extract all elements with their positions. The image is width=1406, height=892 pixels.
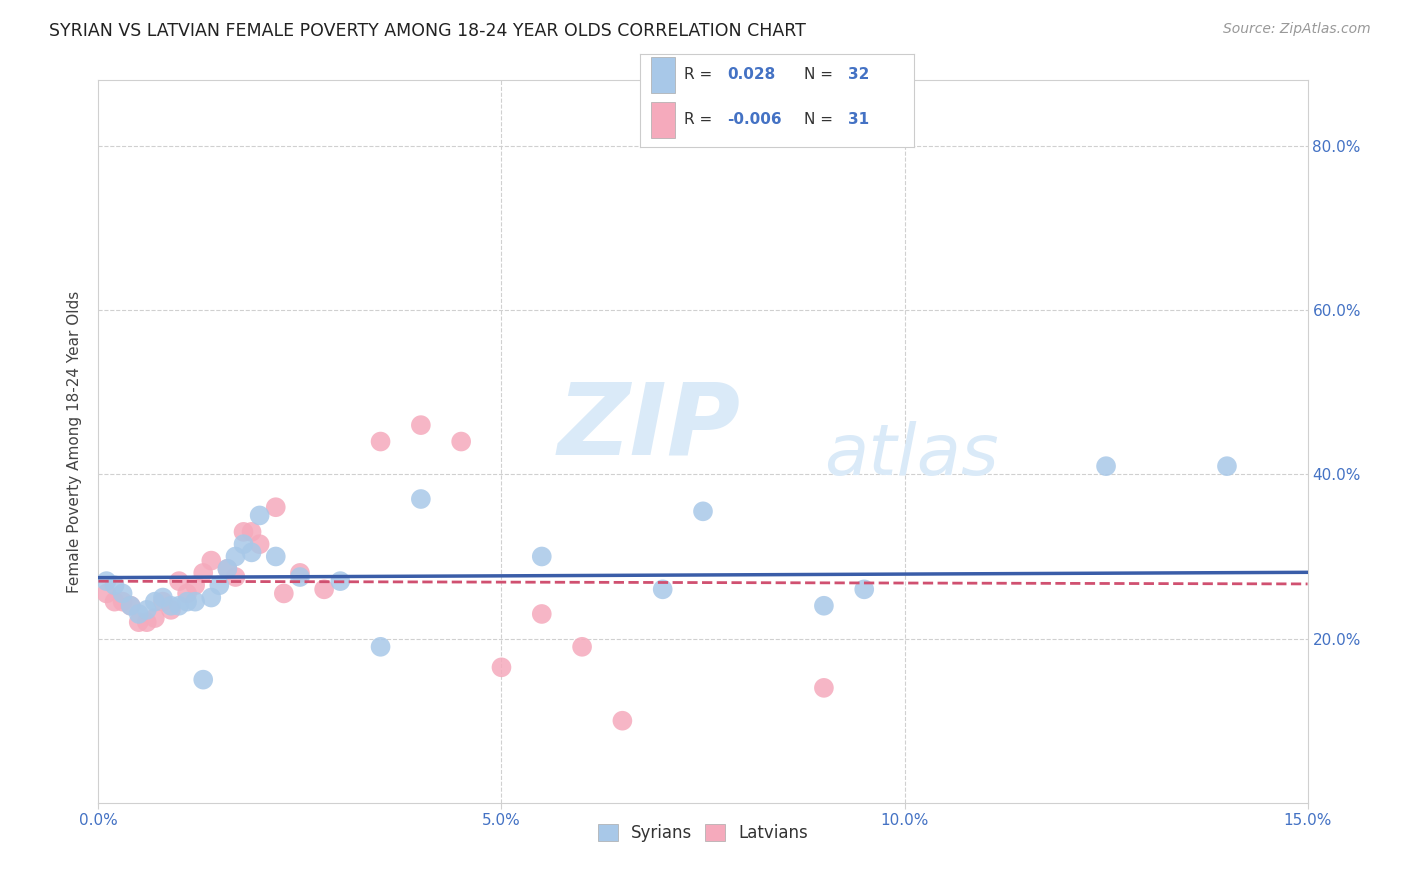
Legend: Syrians, Latvians: Syrians, Latvians bbox=[591, 817, 815, 848]
Point bbox=[152, 591, 174, 605]
Point bbox=[1216, 459, 1239, 474]
Point bbox=[240, 524, 263, 539]
Point bbox=[288, 566, 311, 580]
Point bbox=[103, 594, 125, 608]
Text: SYRIAN VS LATVIAN FEMALE POVERTY AMONG 18-24 YEAR OLDS CORRELATION CHART: SYRIAN VS LATVIAN FEMALE POVERTY AMONG 1… bbox=[49, 22, 806, 40]
Point bbox=[200, 591, 222, 605]
Point bbox=[273, 586, 295, 600]
Y-axis label: Female Poverty Among 18-24 Year Olds: Female Poverty Among 18-24 Year Olds bbox=[67, 291, 83, 592]
Point bbox=[370, 640, 392, 654]
Point bbox=[853, 582, 876, 597]
Bar bbox=[651, 57, 675, 93]
Point bbox=[409, 418, 432, 433]
Point bbox=[314, 582, 336, 597]
Point bbox=[184, 594, 207, 608]
Point bbox=[160, 603, 183, 617]
Point bbox=[651, 582, 673, 597]
Point bbox=[571, 640, 593, 654]
Point bbox=[491, 660, 513, 674]
Point bbox=[370, 434, 392, 449]
Point bbox=[120, 599, 142, 613]
Text: N =: N = bbox=[804, 67, 834, 82]
Point bbox=[450, 434, 472, 449]
Point bbox=[1095, 459, 1118, 474]
Point bbox=[103, 578, 125, 592]
Point bbox=[193, 673, 215, 687]
Point bbox=[193, 566, 215, 580]
Point bbox=[208, 578, 231, 592]
Text: 32: 32 bbox=[848, 67, 869, 82]
Point bbox=[249, 537, 271, 551]
Point bbox=[128, 615, 150, 630]
Text: R =: R = bbox=[683, 112, 711, 127]
Point bbox=[288, 570, 311, 584]
Point bbox=[135, 603, 157, 617]
Point bbox=[813, 599, 835, 613]
Point bbox=[692, 504, 714, 518]
Text: N =: N = bbox=[804, 112, 834, 127]
Point bbox=[152, 594, 174, 608]
Point bbox=[224, 570, 246, 584]
Point bbox=[143, 594, 166, 608]
Point bbox=[240, 545, 263, 559]
Text: R =: R = bbox=[683, 67, 711, 82]
Point bbox=[120, 599, 142, 613]
Point bbox=[111, 586, 134, 600]
Text: ZIP: ZIP bbox=[558, 378, 741, 475]
Point bbox=[217, 562, 239, 576]
Point bbox=[167, 599, 190, 613]
Bar bbox=[651, 103, 675, 138]
Text: 0.028: 0.028 bbox=[727, 67, 776, 82]
Text: 31: 31 bbox=[848, 112, 869, 127]
Point bbox=[232, 524, 254, 539]
Point bbox=[143, 611, 166, 625]
Point bbox=[176, 594, 198, 608]
Point bbox=[530, 549, 553, 564]
Text: Source: ZipAtlas.com: Source: ZipAtlas.com bbox=[1223, 22, 1371, 37]
Point bbox=[224, 549, 246, 564]
Text: atlas: atlas bbox=[824, 422, 998, 491]
Point bbox=[160, 599, 183, 613]
Text: -0.006: -0.006 bbox=[727, 112, 782, 127]
Point bbox=[329, 574, 352, 588]
Point bbox=[128, 607, 150, 621]
Point bbox=[96, 586, 118, 600]
Point bbox=[176, 586, 198, 600]
Point bbox=[135, 615, 157, 630]
Point bbox=[264, 500, 287, 515]
Point bbox=[184, 578, 207, 592]
Point bbox=[813, 681, 835, 695]
Point bbox=[167, 574, 190, 588]
Point bbox=[530, 607, 553, 621]
Point bbox=[264, 549, 287, 564]
Point bbox=[217, 562, 239, 576]
Point bbox=[612, 714, 634, 728]
Point bbox=[409, 491, 432, 506]
Point bbox=[249, 508, 271, 523]
Point bbox=[232, 537, 254, 551]
Point bbox=[96, 574, 118, 588]
Point bbox=[200, 553, 222, 567]
Point bbox=[111, 594, 134, 608]
